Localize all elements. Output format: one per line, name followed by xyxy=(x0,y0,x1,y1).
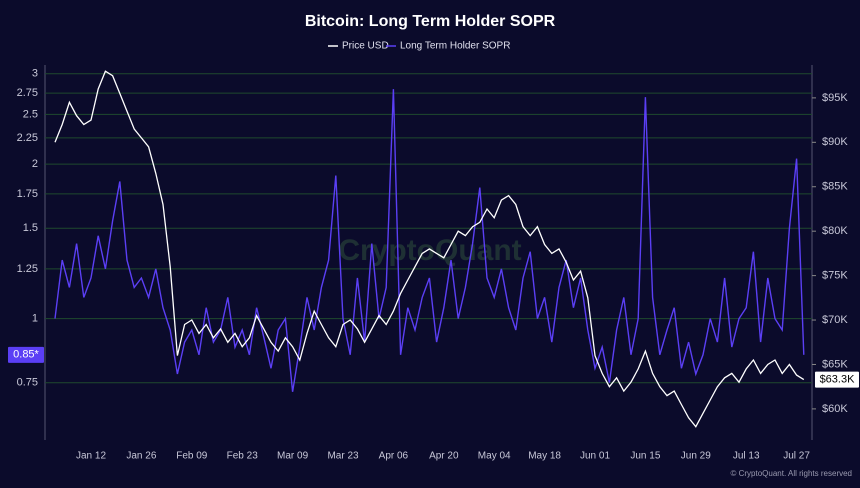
y2-tick-label: $85K xyxy=(822,181,848,193)
x-tick-label: Mar 09 xyxy=(277,451,309,462)
watermark: CryptoQuant xyxy=(338,234,521,267)
y-tick-label: 2.5 xyxy=(23,108,38,120)
x-tick-label: Apr 20 xyxy=(429,451,459,462)
y2-tick-label: $80K xyxy=(822,225,848,237)
x-tick-label: May 04 xyxy=(478,451,511,462)
x-tick-label: Jun 15 xyxy=(630,451,660,462)
x-tick-label: Jun 01 xyxy=(580,451,610,462)
sopr-line xyxy=(54,89,805,392)
price-last-label: $63.3K xyxy=(820,373,856,385)
y-tick-label: 1.5 xyxy=(23,222,38,234)
y2-tick-label: $60K xyxy=(822,403,848,415)
copyright: © CryptoQuant. All rights reserved xyxy=(731,469,853,478)
y-tick-label: 1.75 xyxy=(17,188,38,200)
y2-tick-label: $65K xyxy=(822,358,848,370)
x-tick-label: Feb 09 xyxy=(176,451,208,462)
y2-tick-label: $70K xyxy=(822,314,848,326)
legend-label: Long Term Holder SOPR xyxy=(400,41,510,52)
x-tick-label: Jun 29 xyxy=(681,451,711,462)
y-tick-label: 0.75 xyxy=(17,377,38,389)
y2-tick-label: $90K xyxy=(822,136,848,148)
y-tick-label: 1.25 xyxy=(17,263,38,275)
x-tick-label: Apr 06 xyxy=(379,451,409,462)
y2-tick-label: $95K xyxy=(822,92,848,104)
x-tick-label: Mar 23 xyxy=(327,451,359,462)
sopr-last-label: 0.85* xyxy=(13,349,39,361)
chart-title: Bitcoin: Long Term Holder SOPR xyxy=(305,13,556,30)
sopr-last-box xyxy=(8,346,44,363)
x-tick-label: Jul 13 xyxy=(733,451,760,462)
x-tick-label: Jan 12 xyxy=(76,451,106,462)
x-tick-label: Feb 23 xyxy=(227,451,259,462)
x-tick-label: May 18 xyxy=(528,451,561,462)
legend-label: Price USD xyxy=(342,41,389,52)
y2-tick-label: $75K xyxy=(822,270,848,282)
y-tick-label: 2 xyxy=(32,158,38,170)
price-line xyxy=(54,70,805,428)
y-tick-label: 1 xyxy=(32,313,38,325)
y-tick-label: 2.25 xyxy=(17,132,38,144)
price-last-box xyxy=(815,371,859,388)
x-tick-label: Jan 26 xyxy=(126,451,156,462)
x-tick-label: Jul 27 xyxy=(783,451,810,462)
y-tick-label: 3 xyxy=(32,68,38,80)
y-tick-label: 2.75 xyxy=(17,87,38,99)
